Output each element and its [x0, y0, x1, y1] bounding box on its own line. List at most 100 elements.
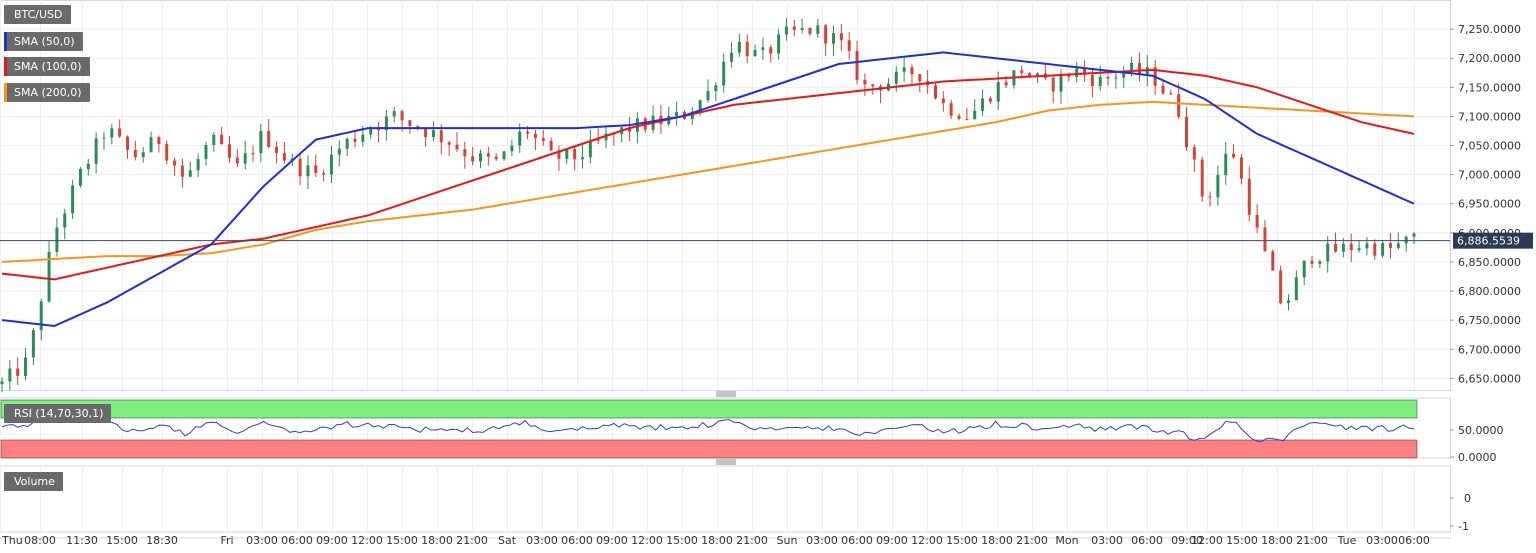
candle-body [1263, 227, 1267, 252]
candle-body [808, 27, 812, 34]
y-tick-label: 6,700.0000 [1458, 343, 1521, 356]
rsi-line [1, 415, 1415, 442]
sma-50-label[interactable]: SMA (50,0) [4, 32, 83, 51]
candle-body [408, 120, 412, 127]
candle-body [832, 33, 836, 44]
candle-body [0, 381, 4, 385]
x-tick-label: 06:00 [281, 534, 313, 547]
candle-body [1161, 85, 1165, 94]
candle-body [910, 67, 914, 75]
candle-body [1349, 243, 1353, 251]
candle-body [71, 185, 75, 214]
rsi-oversold-zone [0, 439, 1418, 459]
volume-label[interactable]: Volume [4, 472, 63, 491]
candle-body [180, 165, 184, 177]
candle-body [1294, 277, 1298, 301]
candle-body [345, 138, 349, 149]
candle-body [1122, 71, 1126, 78]
candle-body [110, 128, 114, 138]
candle-body [439, 130, 443, 143]
candle-body [322, 173, 326, 175]
x-tick-label: 09:00 [596, 534, 628, 547]
y-tick-label: 7,250.0000 [1458, 23, 1521, 36]
candle-body [855, 50, 859, 80]
x-tick-label: 06:00 [561, 534, 593, 547]
candle-body [118, 128, 122, 137]
candle-body [902, 67, 906, 72]
candle-body [31, 330, 35, 358]
candle-body [1020, 70, 1024, 74]
candle-body [1114, 77, 1118, 79]
candle-body [1208, 196, 1212, 198]
candle-body [1326, 243, 1330, 262]
candle-body [157, 137, 161, 145]
candle-body [204, 144, 208, 160]
candle-body [24, 357, 28, 376]
candle-body [196, 159, 200, 171]
candle-body [541, 138, 545, 141]
x-tick-label: 18:00 [421, 534, 453, 547]
candle-body [800, 27, 804, 30]
candle-body [1083, 68, 1087, 75]
volume-y-tick-label: -1 [1458, 520, 1469, 533]
y-tick-label: 7,100.0000 [1458, 110, 1521, 123]
candle-body [212, 134, 216, 145]
x-tick-label: 09:00 [1171, 534, 1203, 547]
y-tick-label: 6,800.0000 [1458, 285, 1521, 298]
candle-body [1059, 73, 1063, 92]
rsi-y-tick-label: 50.0000 [1458, 424, 1504, 437]
candle-body [769, 47, 773, 54]
y-tick-label: 7,150.0000 [1458, 81, 1521, 94]
rsi-label[interactable]: RSI (14,70,30,1) [4, 404, 112, 423]
sma-200-label[interactable]: SMA (200,0) [4, 83, 90, 102]
candle-body [149, 137, 153, 153]
candle-body [549, 140, 553, 151]
rsi-label-text: RSI (14,70,30,1) [14, 407, 104, 420]
x-tick-label: 15:00 [106, 534, 138, 547]
candle-body [1004, 82, 1008, 86]
y-tick-label: 6,750.0000 [1458, 314, 1521, 327]
candle-body [102, 137, 106, 139]
x-tick-label: 15:00 [666, 534, 698, 547]
candle-body [392, 111, 396, 117]
candle-body [824, 25, 828, 44]
candle-body [1357, 248, 1361, 251]
candle-body [235, 157, 239, 164]
candle-body [298, 158, 302, 177]
sma-100-label-text: SMA (100,0) [14, 60, 82, 73]
candle-body [1279, 270, 1283, 304]
candle-body [1310, 260, 1314, 264]
x-tick-label: 11:30 [66, 534, 98, 547]
volume-label-text: Volume [14, 475, 55, 488]
candle-body [431, 130, 435, 137]
x-tick-label: 03:00 [1366, 534, 1398, 547]
candle-body [1271, 251, 1275, 271]
candle-body [447, 142, 451, 145]
candle-body [1247, 178, 1251, 215]
x-tick-label: 18:00 [1261, 534, 1293, 547]
candle-body [479, 153, 483, 162]
candle-body [337, 148, 341, 155]
candle-body [243, 153, 247, 164]
candle-body [133, 149, 137, 158]
x-tick-label: 21:00 [456, 534, 488, 547]
candle-body [565, 148, 569, 159]
candle-body [1137, 62, 1141, 74]
candle-body [494, 156, 498, 160]
x-tick-label: Mon [1055, 534, 1078, 547]
candle-body [1177, 94, 1181, 117]
instrument-label[interactable]: BTC/USD [4, 5, 71, 24]
candle-body [86, 163, 90, 170]
candle-body [251, 153, 255, 155]
candle-body [471, 156, 475, 162]
x-tick-label: 12:00 [911, 534, 943, 547]
sma-100-label[interactable]: SMA (100,0) [4, 57, 90, 76]
candle-body [761, 47, 765, 50]
sma-200-swatch [4, 83, 7, 102]
candle-body [1028, 73, 1032, 77]
candle-body [314, 165, 318, 174]
x-tick-label: 08:00 [24, 534, 56, 547]
candle-body [973, 110, 977, 120]
candle-body [502, 151, 506, 160]
